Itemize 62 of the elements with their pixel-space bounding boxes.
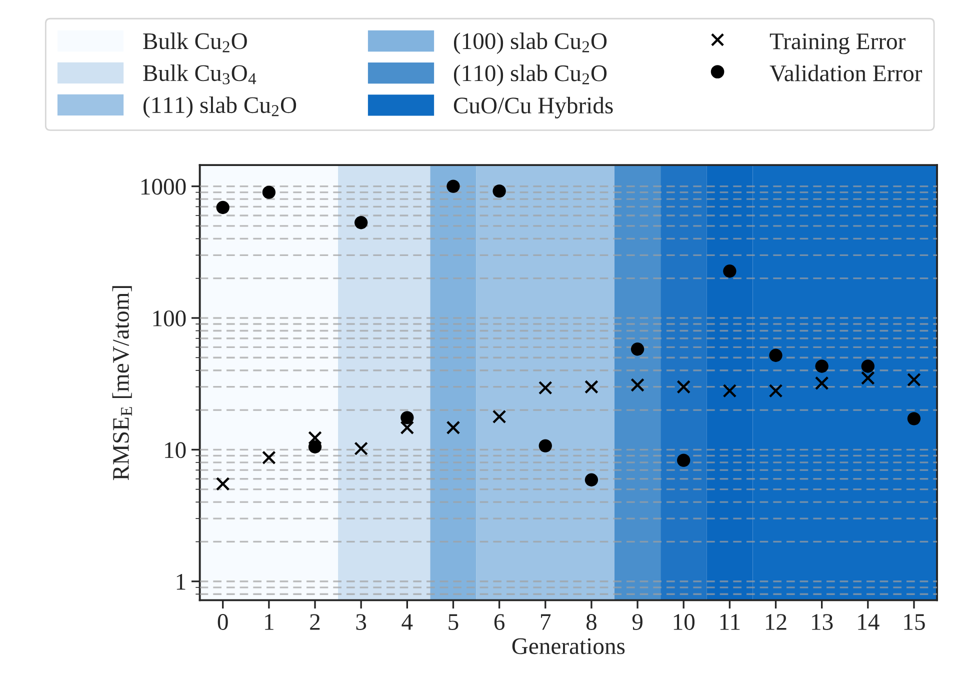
point	[584, 473, 598, 486]
point	[907, 372, 921, 387]
legend-label: Validation Error	[770, 64, 922, 82]
point	[676, 380, 691, 394]
point	[538, 439, 552, 452]
point	[861, 360, 874, 373]
x-tick-label: 4	[402, 614, 413, 630]
x-tick-label: 7	[541, 614, 551, 630]
legend-label: Bulk Cu$_{3}$O$_{4}$	[143, 64, 256, 84]
point	[216, 476, 230, 491]
y-axis-title: RMSE$_{E}$ [meV/atom]	[112, 286, 132, 480]
legend-label: (110) slab Cu$_{2}$O	[454, 64, 607, 86]
point	[630, 378, 644, 392]
point	[722, 384, 737, 398]
point	[768, 384, 783, 398]
point	[723, 264, 736, 278]
x-tick-label: 5	[448, 614, 458, 630]
legend-label: (111) slab Cu$_{2}$O	[143, 96, 296, 118]
point	[538, 380, 552, 395]
x-tick-label: 2	[310, 614, 320, 630]
x-tick-label: 8	[586, 614, 596, 630]
point	[814, 376, 829, 390]
point	[308, 430, 322, 445]
x-tick-label: 14	[858, 614, 880, 630]
point	[354, 442, 368, 456]
x-tick-label: 15	[904, 614, 925, 630]
x-tick-label: 9	[632, 614, 642, 630]
point	[815, 360, 828, 373]
x-tick-label: 0	[218, 614, 228, 630]
point	[907, 412, 921, 426]
y-tick-label: 1	[176, 574, 186, 590]
point	[400, 411, 414, 424]
x-tick-label: 3	[356, 614, 366, 630]
legend-label: CuO/Cu Hybrids	[454, 96, 613, 118]
point	[354, 216, 368, 230]
point	[400, 420, 414, 435]
point	[446, 420, 460, 435]
point	[492, 410, 506, 424]
y-tick-label: 10	[165, 442, 186, 458]
x-tick-label: 1	[265, 614, 274, 630]
point	[262, 450, 276, 465]
y-tick-label: 100	[153, 310, 186, 326]
point	[216, 200, 230, 214]
point	[677, 454, 690, 467]
y-tick-label: 1000	[141, 178, 186, 195]
x-tick-label: 12	[766, 614, 786, 630]
point	[492, 184, 506, 198]
x-tick-label: 10	[674, 614, 695, 630]
point	[262, 186, 276, 199]
point	[769, 348, 782, 362]
x-axis-title: Generations	[512, 638, 625, 654]
legend-label: Training Error	[770, 33, 906, 54]
point	[630, 342, 644, 356]
point	[860, 371, 875, 385]
x-tick-label: 6	[494, 614, 505, 630]
x-tick-label: 11	[720, 614, 740, 630]
x-tick-label: 13	[812, 614, 833, 630]
legend-label: (100) slab Cu$_{2}$O	[454, 32, 607, 54]
point	[308, 440, 322, 454]
legend-label: Bulk Cu$_{2}$O	[143, 32, 247, 52]
point	[446, 180, 460, 193]
point	[584, 380, 598, 394]
